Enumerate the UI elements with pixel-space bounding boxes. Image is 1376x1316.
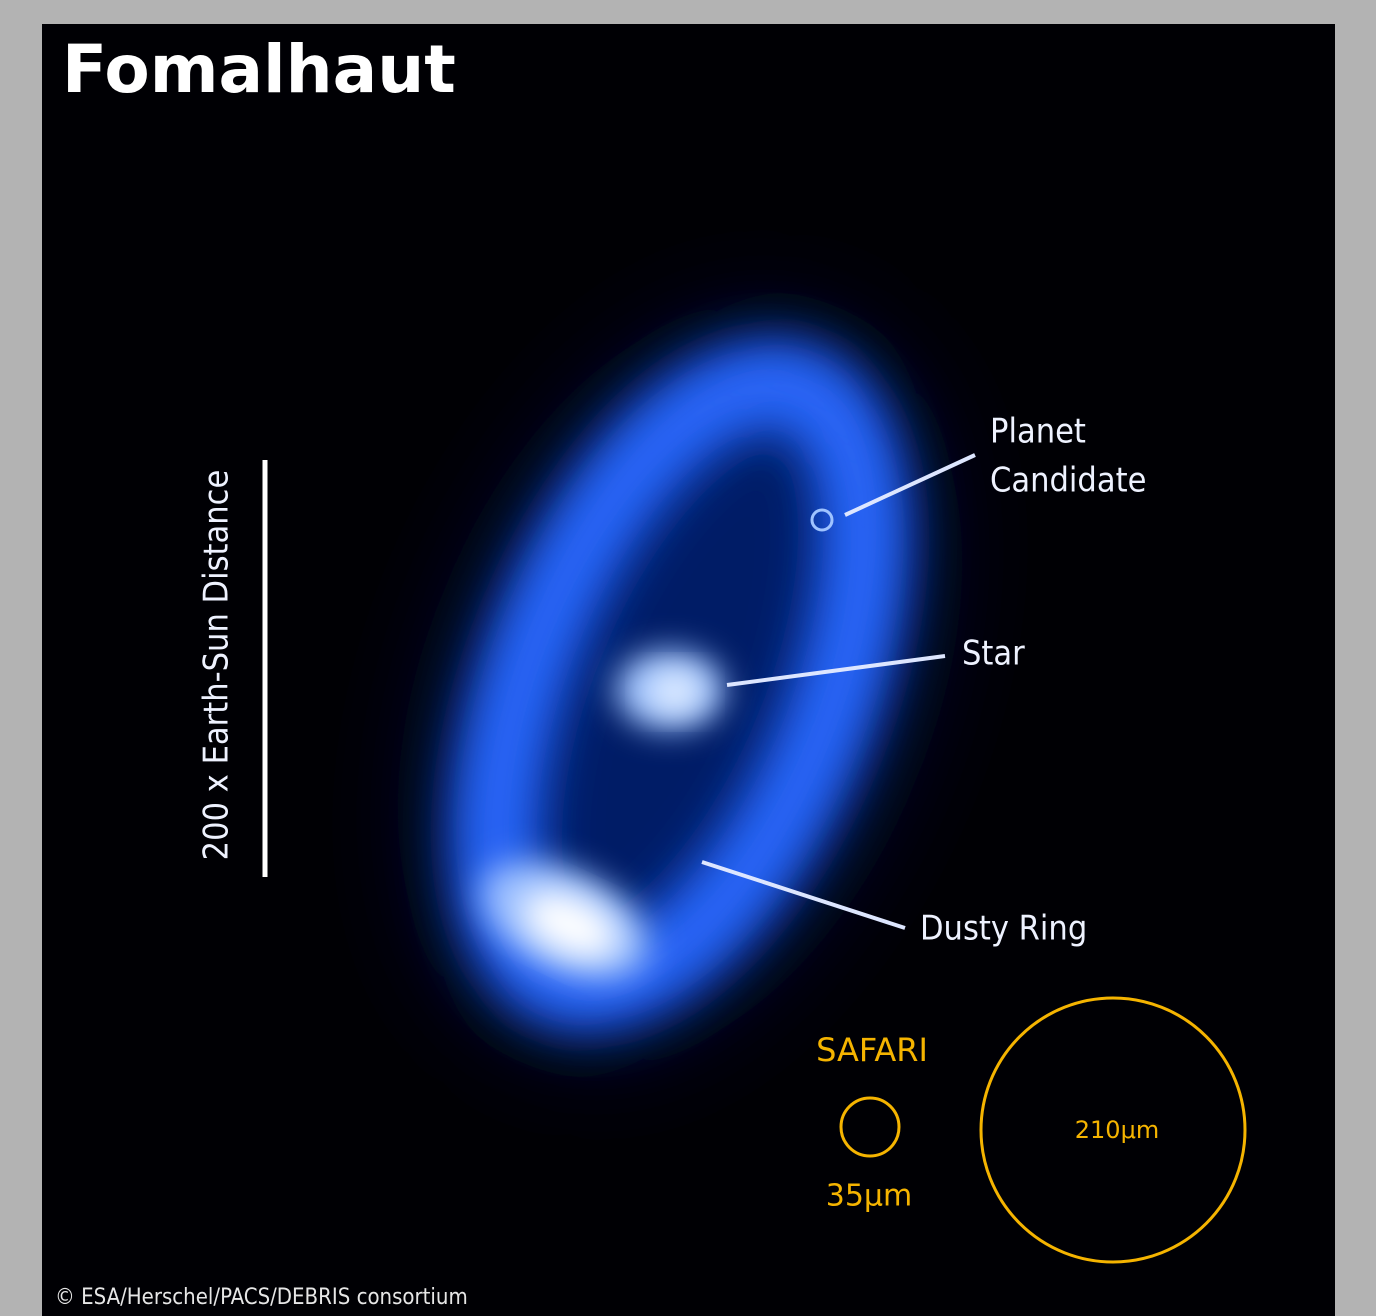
ring-label: Dusty Ring <box>920 909 1087 949</box>
pointer <box>844 453 976 517</box>
instrument-name: SAFARI <box>816 1031 928 1069</box>
large-beam <box>979 996 1247 1264</box>
planet-label: Planet <box>990 412 1086 452</box>
title: Fomalhaut <box>62 31 456 108</box>
pointer <box>701 860 906 930</box>
star-label: Star <box>962 634 1025 674</box>
planet-label: Candidate <box>990 461 1146 501</box>
small-beam <box>839 1096 901 1158</box>
scale-label: 200 x Earth-Sun Distance <box>197 470 237 861</box>
large-beam-label: 210μm <box>1075 1116 1159 1144</box>
credit: © ESA/Herschel/PACS/DEBRIS consortium <box>55 1285 468 1310</box>
pointer <box>726 654 946 687</box>
small-beam-label: 35μm <box>826 1179 912 1214</box>
planet-marker <box>810 508 834 532</box>
dusty-ring-glow <box>449 343 911 1027</box>
